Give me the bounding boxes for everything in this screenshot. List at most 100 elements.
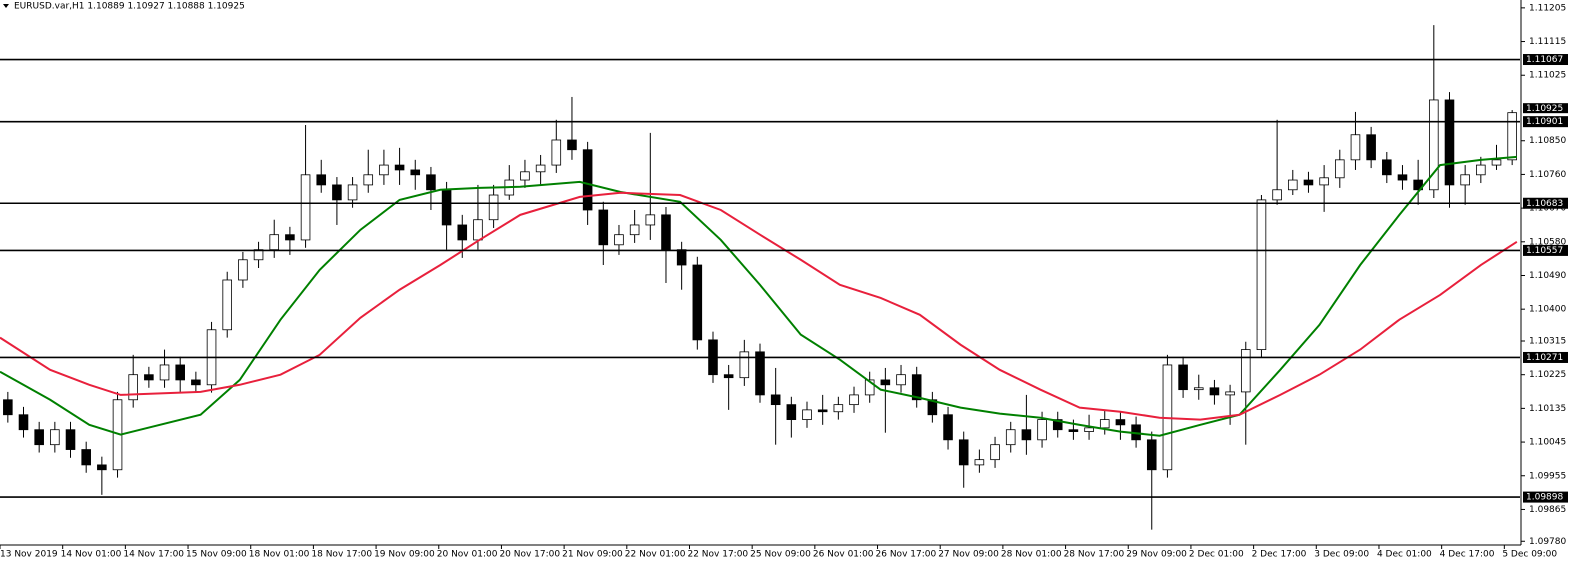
candle-body: [1507, 112, 1517, 161]
level-label: 1.09898: [1526, 493, 1563, 503]
x-tick-label: 2 Dec 17:00: [1252, 550, 1307, 560]
candle-body: [1319, 177, 1329, 186]
candle-body: [739, 351, 750, 379]
candle-body: [1256, 199, 1267, 351]
level-label: 1.10271: [1526, 353, 1563, 363]
candle-body: [598, 209, 609, 246]
candle-body: [535, 164, 546, 173]
candle-body: [1460, 174, 1470, 186]
level-label: 1.10683: [1526, 199, 1563, 209]
candle-body: [1429, 99, 1439, 191]
candle-body: [65, 429, 76, 450]
level-label-box: [1523, 244, 1568, 256]
candle-body: [614, 234, 624, 246]
candle-body: [1444, 99, 1455, 186]
candle-body: [1052, 419, 1063, 431]
x-tick-label: 26 Nov 01:00: [813, 550, 874, 560]
y-tick-label: 1.09780: [1529, 537, 1566, 547]
candle-body: [1068, 429, 1079, 432]
candle-body: [191, 379, 201, 386]
candle-body: [723, 374, 734, 379]
candle-body: [363, 174, 374, 186]
candle-body: [316, 174, 327, 186]
candle-body: [896, 374, 906, 386]
y-tick-label: 1.09955: [1529, 471, 1566, 481]
candle-body: [1193, 387, 1204, 391]
y-tick-label: 1.10580: [1529, 237, 1566, 247]
candle-body: [347, 184, 358, 201]
candle-body: [269, 234, 280, 251]
candle-body: [755, 351, 765, 396]
x-tick-label: 18 Nov 01:00: [249, 550, 310, 560]
candle-body: [1397, 174, 1408, 181]
candle-body: [927, 399, 938, 416]
candle-body: [943, 414, 953, 441]
candle-body: [285, 234, 295, 241]
candle-body: [457, 224, 468, 241]
y-tick-label: 1.10760: [1529, 170, 1566, 180]
candle-body: [1037, 419, 1047, 441]
candle-body: [1209, 387, 1220, 396]
moving-average-line: [0, 155, 1517, 437]
candle-body: [551, 139, 562, 166]
x-tick-label: 26 Nov 17:00: [876, 550, 937, 560]
y-tick-label: 1.10135: [1529, 404, 1566, 414]
candle-body: [817, 409, 828, 413]
candle-body: [645, 214, 656, 226]
x-tick-label: 21 Nov 09:00: [562, 550, 623, 560]
candle-body: [159, 364, 170, 381]
candle-body: [849, 394, 859, 406]
candle-body: [238, 259, 248, 281]
candle-body: [1272, 189, 1282, 201]
candle-body: [1240, 349, 1251, 393]
candle-body: [1366, 134, 1376, 161]
x-tick-label: 28 Nov 17:00: [1064, 550, 1125, 560]
x-tick-label: 27 Nov 09:00: [938, 550, 999, 560]
x-tick-label: 22 Nov 01:00: [625, 550, 686, 560]
x-tick-label: 28 Nov 01:00: [1001, 550, 1062, 560]
bid-label: 1.10925: [1526, 104, 1563, 114]
bid-label-box: [1523, 103, 1568, 114]
y-tick-label: 1.11115: [1529, 37, 1566, 47]
candle-body: [786, 404, 797, 421]
x-tick-label: 2 Dec 01:00: [1189, 550, 1244, 560]
candle-body: [661, 214, 671, 251]
y-tick-label: 1.10490: [1529, 271, 1566, 281]
y-tick-label: 1.11205: [1529, 3, 1566, 13]
candle-body: [18, 414, 29, 431]
candle-body: [911, 374, 922, 401]
candle-body: [880, 379, 891, 386]
candle-body: [1335, 159, 1345, 179]
y-tick-label: 1.11025: [1529, 71, 1566, 81]
candle-body: [1303, 179, 1314, 186]
candle-body: [1005, 429, 1016, 446]
title-arrow: [3, 4, 9, 8]
candle-body: [1115, 419, 1126, 426]
y-tick-label: 1.10850: [1529, 136, 1566, 146]
candle-body: [300, 174, 311, 241]
candle-body: [128, 374, 138, 401]
level-label-box: [1523, 116, 1568, 128]
level-label-box: [1523, 54, 1568, 66]
candle-body: [394, 164, 405, 171]
x-tick-label: 20 Nov 01:00: [437, 550, 498, 560]
moving-average-line: [0, 191, 1518, 421]
level-label: 1.10901: [1526, 117, 1563, 127]
candle-body: [1287, 179, 1298, 191]
candle-body: [97, 464, 107, 471]
candle-body: [1021, 429, 1032, 441]
x-tick-label: 15 Nov 09:00: [186, 550, 247, 560]
candle-body: [144, 374, 154, 381]
candle-body: [629, 224, 640, 236]
level-label-box: [1523, 197, 1568, 209]
candle-body: [864, 379, 875, 396]
candle-body: [567, 139, 577, 151]
candle-body: [990, 444, 1000, 461]
level-label-box: [1523, 491, 1568, 503]
candle-body: [1382, 159, 1392, 176]
x-tick-label: 19 Nov 09:00: [374, 550, 435, 560]
x-tick-label: 29 Nov 09:00: [1126, 550, 1187, 560]
